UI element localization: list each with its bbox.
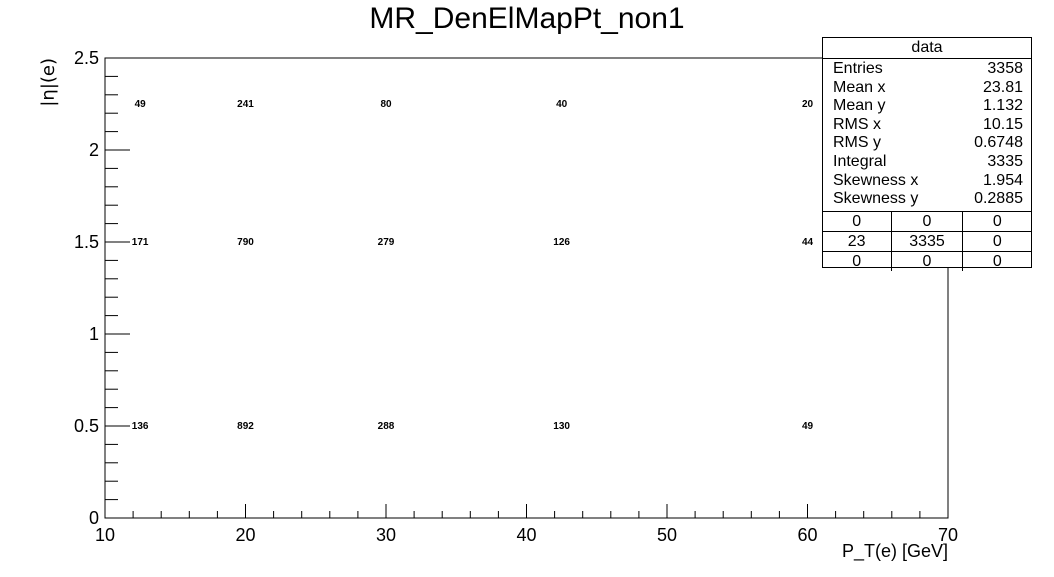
stats-row: Integral 3335 bbox=[823, 152, 1031, 171]
stats-label: RMS x bbox=[833, 115, 881, 133]
bin-value-label: 241 bbox=[237, 99, 254, 110]
bin-value-label: 171 bbox=[132, 237, 149, 248]
stats-label: Entries bbox=[833, 60, 883, 77]
stats-row: RMS x 10.15 bbox=[823, 115, 1031, 134]
overflow-grid-row: 23 3335 0 bbox=[822, 231, 1032, 251]
stats-value: 23.81 bbox=[982, 78, 1023, 96]
x-tick-label: 40 bbox=[516, 525, 536, 545]
stats-label: Skewness y bbox=[833, 190, 919, 208]
stats-label: Skewness x bbox=[833, 171, 919, 189]
stats-row: Skewness x 1.954 bbox=[823, 171, 1031, 190]
stats-value: 3358 bbox=[987, 60, 1023, 77]
overflow-grid-cell: 0 bbox=[852, 253, 862, 270]
x-axis-label: P_T(e) [GeV] bbox=[842, 541, 948, 562]
overflow-grid-cell: 3335 bbox=[891, 232, 961, 251]
bin-value-label: 44 bbox=[802, 237, 814, 248]
x-tick-label: 20 bbox=[235, 525, 255, 545]
stats-value: 1.954 bbox=[982, 171, 1023, 189]
x-tick-label: 70 bbox=[938, 525, 958, 545]
bin-value-label: 790 bbox=[237, 237, 254, 248]
y-tick-label: 2.5 bbox=[74, 48, 99, 68]
stats-value: 3335 bbox=[987, 152, 1023, 170]
overflow-grid-cell: 23 bbox=[847, 233, 866, 250]
overflow-grid-cell: 0 bbox=[891, 252, 961, 271]
y-tick-label: 0 bbox=[89, 508, 99, 528]
bin-value-label: 130 bbox=[553, 421, 570, 432]
chart-title: MR_DenElMapPt_non1 bbox=[369, 2, 685, 35]
bin-value-label: 892 bbox=[237, 421, 254, 432]
stats-row: Mean x 23.81 bbox=[823, 78, 1031, 97]
overflow-grid-cell: 0 bbox=[961, 252, 1032, 271]
bin-value-label: 136 bbox=[132, 421, 149, 432]
bin-value-label: 49 bbox=[135, 99, 147, 110]
stats-label: Mean y bbox=[833, 97, 886, 115]
bin-value-label: 279 bbox=[378, 237, 395, 248]
bin-value-label: 80 bbox=[380, 99, 392, 110]
stats-row: Skewness y 0.2885 bbox=[823, 189, 1031, 208]
overflow-grid-cell: 0 bbox=[891, 212, 961, 231]
stats-box-title: data bbox=[823, 38, 1031, 59]
y-axis: 0 0.5 1 1.5 2 2.5 bbox=[74, 48, 130, 528]
stats-box: data Entries 3358 Mean x 23.81 Mean y 1.132 RM… bbox=[822, 37, 1032, 271]
y-tick-label: 2 bbox=[89, 140, 99, 160]
stats-row: RMS y 0.6748 bbox=[823, 133, 1031, 152]
y-tick-label: 1 bbox=[89, 324, 99, 344]
stats-value: 10.15 bbox=[982, 115, 1023, 133]
x-tick-label: 30 bbox=[376, 525, 396, 545]
stats-rows: Entries 3358 Mean x 23.81 Mean y 1.132 RMS x 10… bbox=[823, 59, 1031, 208]
y-axis-label: |η|(e) bbox=[38, 58, 59, 107]
bin-content-labels: 136 892 288 130 49 171 790 279 126 44 49 241 80 40 20 bbox=[132, 99, 814, 432]
stats-value: 1.132 bbox=[982, 97, 1023, 115]
y-tick-label: 1.5 bbox=[74, 232, 99, 252]
overflow-grid-cell: 0 bbox=[961, 232, 1032, 251]
bin-value-label: 288 bbox=[378, 421, 395, 432]
overflow-grid-cell: 0 bbox=[961, 212, 1032, 231]
x-tick-label: 60 bbox=[797, 525, 817, 545]
stats-label: Mean x bbox=[833, 78, 886, 96]
overflow-grid-cell: 0 bbox=[852, 213, 862, 230]
bin-value-label: 20 bbox=[802, 99, 814, 110]
y-tick-label: 0.5 bbox=[74, 416, 99, 436]
stats-row: Mean y 1.132 bbox=[823, 96, 1031, 115]
stats-label: Integral bbox=[833, 152, 887, 170]
stats-label: RMS y bbox=[833, 134, 881, 152]
x-tick-label: 10 bbox=[95, 525, 115, 545]
bin-value-label: 40 bbox=[556, 99, 568, 110]
x-axis: 10 20 30 40 50 60 70 bbox=[95, 504, 958, 545]
bin-value-label: 126 bbox=[553, 237, 570, 248]
bin-value-label: 49 bbox=[802, 421, 814, 432]
stats-value: 0.2885 bbox=[974, 190, 1023, 208]
x-tick-label: 50 bbox=[657, 525, 677, 545]
stats-row: Entries 3358 bbox=[823, 59, 1031, 78]
stats-value: 0.6748 bbox=[974, 134, 1023, 152]
overflow-grid: 0 0 0 23 3335 0 0 0 0 bbox=[822, 211, 1032, 271]
